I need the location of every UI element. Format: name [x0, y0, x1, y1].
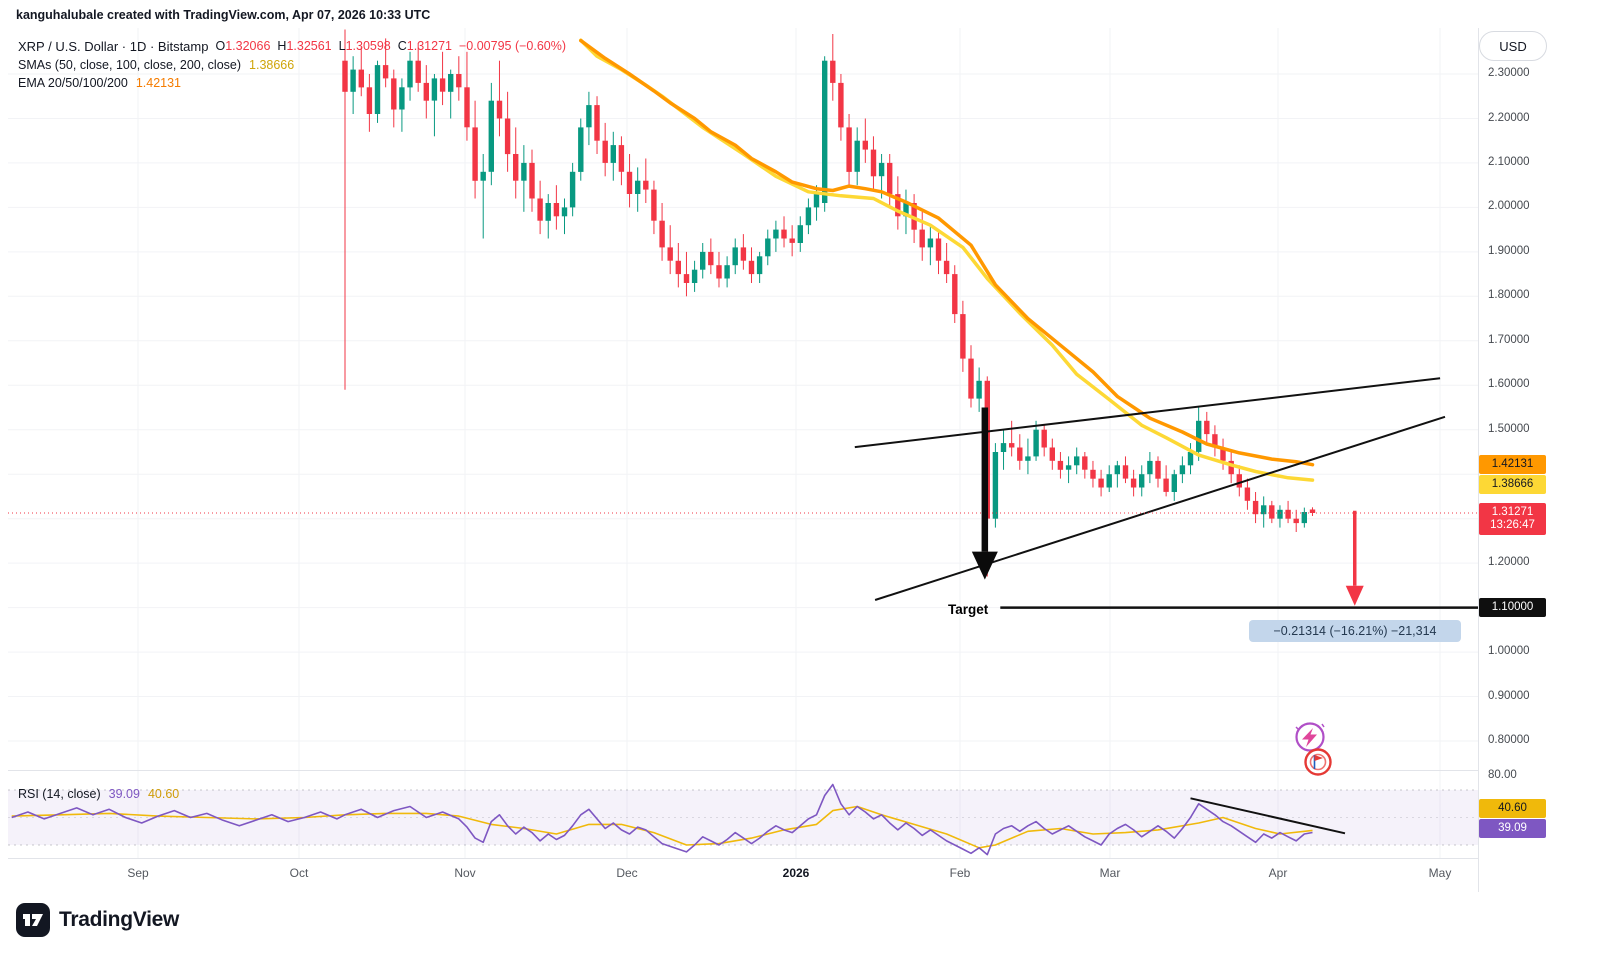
ohlc-key: O	[215, 39, 226, 54]
target-flag-sticker-icon[interactable]	[1304, 748, 1332, 776]
target-price-badge[interactable]: 1.10000	[1479, 597, 1546, 617]
price-tick-label: 2.20000	[1488, 111, 1530, 124]
rsi-legend[interactable]: RSI (14, close) 39.09 40.60	[18, 787, 179, 801]
rsi-line[interactable]	[11, 783, 1313, 856]
price-tick-label: 1.60000	[1488, 378, 1530, 391]
rsi-ma-badge[interactable]: 40.60	[1479, 799, 1546, 818]
trendline-0[interactable]	[854, 377, 1441, 449]
ema-price-badge[interactable]: 1.42131	[1479, 454, 1546, 474]
price-tick-label: 1.00000	[1488, 645, 1530, 658]
time-tick-label: May	[1428, 866, 1452, 880]
price-tick-label: 1.80000	[1488, 289, 1530, 302]
rsi-band	[8, 790, 1478, 845]
rsi-tick-label: 80.00	[1488, 769, 1517, 782]
sticker-icons[interactable]	[1295, 722, 1332, 776]
ohlc-value: 1.30598	[345, 39, 391, 54]
last-price-badge[interactable]: 1.31271 13:26:47	[1479, 503, 1546, 535]
price-tick-label: 1.50000	[1488, 422, 1530, 435]
down-arrow-annotation[interactable]	[971, 407, 998, 580]
rsi-value-badge[interactable]: 39.09	[1479, 819, 1546, 838]
ohlc-value: 1.32066	[225, 39, 271, 54]
time-tick-label: Feb	[949, 866, 971, 880]
tradingview-logo[interactable]: TradingView	[16, 903, 179, 937]
price-tick-label: 1.20000	[1488, 556, 1530, 569]
change-value: −0.00795 (−0.60%)	[458, 39, 567, 54]
sma-value: 1.38666	[249, 57, 295, 72]
ema-line[interactable]	[579, 38, 1315, 467]
time-tick-label: 2026	[782, 866, 810, 880]
ema-legend-row[interactable]: EMA 20/50/100/200 1.42131	[18, 74, 566, 93]
target-annotation-label[interactable]: Target	[948, 602, 989, 617]
currency-button[interactable]: USD	[1479, 31, 1547, 61]
gridlines	[8, 28, 1478, 858]
price-tick-label: 2.30000	[1488, 67, 1530, 79]
ohlc-value: 1.32561	[286, 39, 332, 54]
measure-arrow[interactable]	[1345, 510, 1364, 606]
time-tick-label: Mar	[1099, 866, 1121, 880]
chart-credit: kanguhalubale created with TradingView.c…	[16, 8, 431, 22]
tradingview-logo-text: TradingView	[59, 908, 180, 931]
time-tick-label: Dec	[616, 866, 638, 880]
time-tick-label: Oct	[289, 866, 309, 880]
rsi-label: RSI (14, close)	[18, 787, 101, 801]
rsi-trendline[interactable]	[1190, 797, 1346, 835]
sma-label: SMAs (50, close, 100, close, 200, close)	[18, 57, 242, 72]
time-tick-label: Nov	[454, 866, 476, 880]
tradingview-logo-icon	[16, 903, 50, 937]
symbol-row: XRP / U.S. Dollar · 1D · Bitstamp O1.320…	[18, 37, 566, 56]
price-tick-label: 2.10000	[1488, 155, 1530, 168]
rsi-value: 39.09	[108, 787, 140, 801]
chart-legend[interactable]: XRP / U.S. Dollar · 1D · Bitstamp O1.320…	[18, 37, 566, 93]
candle-countdown: 13:26:47	[1490, 519, 1535, 531]
ema-value: 1.42131	[135, 76, 181, 91]
price-tick-label: 0.80000	[1488, 734, 1530, 746]
measure-label[interactable]: −0.21314 (−16.21%) −21,314	[1249, 620, 1461, 642]
ohlc-value: 1.31271	[406, 39, 452, 54]
last-price-value: 1.31271	[1491, 506, 1534, 518]
price-tick-label: 2.00000	[1488, 200, 1530, 213]
ema-label: EMA 20/50/100/200	[18, 76, 128, 91]
sma-price-badge[interactable]: 1.38666	[1479, 474, 1546, 494]
ohlc-key: C	[397, 39, 407, 54]
candles-series	[342, 29, 1316, 577]
time-tick-label: Apr	[1268, 866, 1288, 880]
ohlc-key: H	[277, 39, 287, 54]
rsi-ma-line[interactable]	[11, 805, 1313, 849]
sma-legend-row[interactable]: SMAs (50, close, 100, close, 200, close)…	[18, 56, 566, 75]
price-tick-label: 1.70000	[1488, 333, 1530, 346]
ohlc-key: L	[338, 39, 346, 54]
symbol-title: XRP / U.S. Dollar · 1D · Bitstamp	[18, 38, 209, 54]
time-tick-label: Sep	[127, 866, 149, 880]
price-tick-label: 0.90000	[1488, 689, 1530, 702]
trendline-1[interactable]	[874, 415, 1446, 601]
ohlc-values: O1.32066 H1.32561 L1.30598 C1.31271	[208, 39, 452, 53]
price-tick-label: 1.90000	[1488, 244, 1530, 257]
rsi-ma-value: 40.60	[147, 787, 180, 801]
lightning-sticker-icon[interactable]	[1295, 722, 1325, 752]
